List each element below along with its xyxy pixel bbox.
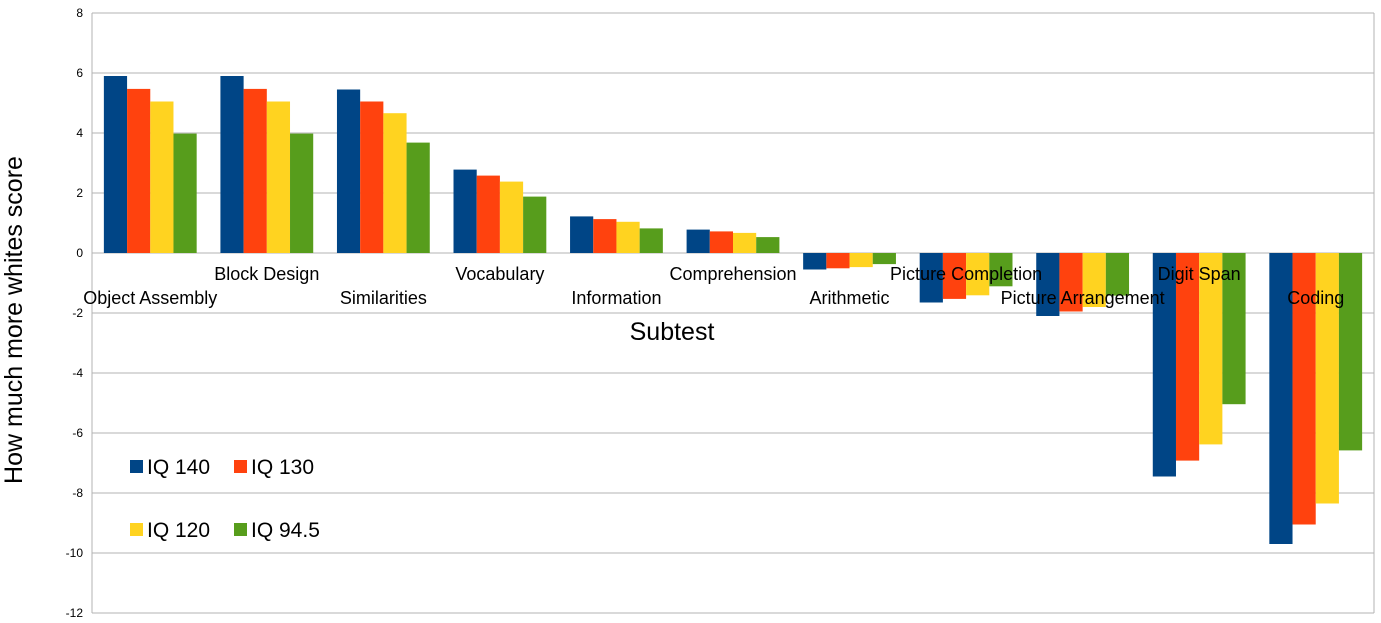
bar bbox=[966, 253, 990, 296]
bar bbox=[616, 221, 640, 253]
category-label: Comprehension bbox=[669, 264, 796, 284]
bar bbox=[826, 253, 850, 269]
category-label: Vocabulary bbox=[455, 264, 544, 284]
bar bbox=[1175, 253, 1200, 461]
bar bbox=[127, 88, 151, 254]
bar bbox=[103, 76, 128, 253]
legend-label: IQ 94.5 bbox=[251, 519, 320, 542]
bar bbox=[919, 253, 943, 303]
category-label: Information bbox=[571, 288, 661, 308]
y-tick-label: -8 bbox=[72, 486, 83, 500]
y-tick-label: 0 bbox=[76, 246, 83, 260]
legend-swatch bbox=[130, 460, 143, 473]
legend-label: IQ 120 bbox=[147, 519, 210, 542]
category-label: Block Design bbox=[214, 264, 319, 284]
y-tick-label: -10 bbox=[66, 546, 84, 560]
bar bbox=[803, 253, 827, 270]
bar bbox=[639, 228, 663, 253]
category-label: Arithmetic bbox=[810, 288, 890, 308]
bar bbox=[1152, 253, 1176, 477]
category-label: Digit Span bbox=[1158, 264, 1241, 284]
bar bbox=[383, 113, 407, 253]
bar bbox=[989, 253, 1013, 287]
bar bbox=[872, 253, 896, 265]
category-label: Picture Completion bbox=[890, 264, 1042, 284]
bar bbox=[593, 219, 617, 253]
bar bbox=[1338, 253, 1363, 451]
bar bbox=[733, 232, 757, 253]
y-tick-label: 4 bbox=[76, 126, 83, 140]
bar bbox=[1222, 253, 1246, 405]
category-label: Similarities bbox=[340, 288, 427, 308]
bar bbox=[336, 89, 361, 253]
bar bbox=[686, 229, 710, 253]
bar bbox=[150, 101, 174, 253]
y-tick-label: 6 bbox=[76, 66, 83, 80]
bar bbox=[849, 253, 873, 268]
bar bbox=[1269, 253, 1293, 544]
y-tick-label: 8 bbox=[76, 6, 83, 20]
bar bbox=[266, 101, 291, 253]
y-tick-label: -2 bbox=[72, 306, 83, 320]
bar bbox=[173, 133, 197, 253]
legend: IQ 140 IQ 130 IQ 120 IQ 94.5 bbox=[130, 456, 320, 542]
y-tick-label: -6 bbox=[72, 426, 83, 440]
bar bbox=[1199, 253, 1223, 445]
bar bbox=[1292, 253, 1316, 525]
category-labels: Object Assembly Block Design Similarities V… bbox=[83, 264, 1344, 308]
bar bbox=[406, 142, 430, 253]
bar bbox=[220, 76, 244, 253]
bar bbox=[499, 181, 524, 253]
bar bbox=[570, 216, 594, 253]
legend-swatch bbox=[234, 460, 247, 473]
legend-swatch bbox=[234, 523, 247, 536]
bar bbox=[1105, 253, 1130, 296]
bar bbox=[290, 133, 314, 253]
category-label: Picture Arrangement bbox=[1001, 288, 1165, 308]
legend-label: IQ 140 bbox=[147, 456, 210, 479]
bar bbox=[523, 196, 547, 253]
bar bbox=[709, 231, 733, 253]
y-tick-label: -12 bbox=[66, 606, 84, 620]
legend-swatch bbox=[130, 523, 143, 536]
legend-label: IQ 130 bbox=[251, 456, 314, 479]
bars bbox=[103, 76, 1363, 544]
bar bbox=[1036, 253, 1060, 316]
category-label: Object Assembly bbox=[83, 288, 217, 308]
bar bbox=[243, 88, 267, 254]
bar bbox=[453, 169, 477, 253]
y-tick-label: 2 bbox=[76, 186, 83, 200]
bar bbox=[1059, 253, 1083, 312]
bar bbox=[476, 175, 500, 253]
y-axis-title: How much more whites score bbox=[0, 156, 28, 484]
y-tick-label: -4 bbox=[72, 366, 83, 380]
bar bbox=[360, 101, 384, 253]
bar bbox=[1082, 253, 1106, 307]
bar bbox=[1315, 253, 1339, 504]
x-axis-title: Subtest bbox=[630, 318, 715, 346]
bar bbox=[942, 253, 967, 299]
y-tick-labels: 8 6 4 2 0 -2 -4 -6 -8 -10 -12 bbox=[66, 6, 84, 620]
category-label: Coding bbox=[1287, 288, 1344, 308]
bar bbox=[756, 237, 780, 253]
